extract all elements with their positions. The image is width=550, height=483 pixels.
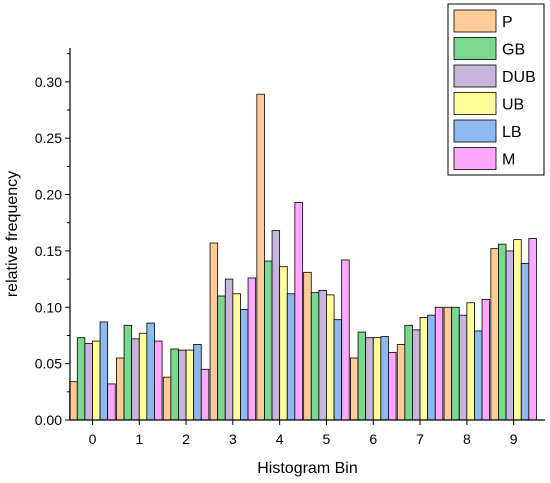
bar-dub-7 [412, 329, 421, 421]
bar-dub-4 [271, 230, 281, 421]
bar-dub-1 [131, 338, 140, 421]
y-tick-label: 0.10 [35, 299, 62, 315]
bar-m-2 [200, 368, 210, 421]
x-axis-title: Histogram Bin [257, 460, 357, 477]
bar-lb-4 [286, 293, 296, 421]
bar-gb-9 [498, 243, 507, 421]
bar-lb-7 [427, 314, 436, 421]
bar-ub-2 [185, 349, 195, 421]
bar-gb-4 [264, 260, 273, 421]
legend-label-gb: GB [502, 42, 525, 59]
bar-m-1 [154, 340, 163, 421]
bar-gb-7 [404, 324, 413, 421]
legend-swatch-p [453, 9, 497, 33]
bar-gb-8 [451, 306, 460, 421]
x-tick-label: 5 [323, 431, 331, 447]
legend-label-lb: LB [502, 124, 522, 141]
y-tick-label: 0.15 [35, 243, 62, 259]
bar-p-8 [443, 306, 453, 421]
bar-lb-9 [520, 262, 530, 421]
bar-ub-3 [232, 293, 241, 421]
bar-gb-3 [217, 295, 226, 421]
bar-p-7 [396, 344, 406, 421]
bar-m-9 [528, 238, 537, 421]
bar-dub-3 [224, 278, 234, 421]
bar-dub-0 [84, 342, 93, 421]
legend-swatch-ub [453, 92, 497, 115]
bar-p-4 [256, 93, 265, 421]
bar-dub-8 [458, 314, 468, 421]
legend-label-m: M [502, 152, 515, 169]
y-tick-label: 0.00 [35, 412, 62, 428]
legend-label-p: P [502, 14, 513, 31]
bar-m-8 [481, 298, 491, 421]
legend: P GB DUB UB LB M [447, 3, 545, 176]
bar-m-7 [434, 306, 444, 421]
bar-ub-5 [326, 294, 335, 421]
y-tick-label: 0.20 [35, 187, 62, 203]
x-ticks: 0 1 2 3 4 5 6 7 8 9 [89, 420, 518, 447]
y-tick-label: 0.30 [35, 74, 62, 90]
legend-label-ub: UB [502, 97, 524, 114]
bar-lb-3 [240, 309, 249, 421]
bar-p-1 [116, 357, 125, 421]
bar-m-6 [388, 351, 397, 421]
x-tick-label: 7 [416, 431, 424, 447]
bar-lb-6 [380, 336, 389, 421]
bar-p-5 [303, 271, 312, 421]
y-tick-label: 0.25 [35, 130, 62, 146]
y-tick-label: 0.05 [35, 356, 62, 372]
bar-dub-2 [178, 349, 187, 421]
x-tick-label: 9 [510, 431, 518, 447]
bar-ub-7 [419, 317, 429, 421]
bar-dub-6 [365, 337, 374, 421]
bar-gb-5 [310, 292, 320, 421]
legend-swatch-gb [453, 37, 497, 60]
bar-lb-8 [474, 330, 483, 421]
bar-ub-9 [513, 239, 522, 421]
x-tick-label: 4 [276, 431, 284, 447]
legend-swatch-m [453, 147, 497, 170]
y-axis-title: relative frequency [4, 171, 21, 297]
bar-ub-4 [279, 266, 288, 421]
bar-dub-9 [505, 250, 515, 421]
x-tick-label: 6 [369, 431, 377, 447]
bar-m-4 [294, 202, 303, 421]
legend-swatch-lb [453, 119, 497, 143]
legend-label-dub: DUB [502, 69, 536, 86]
bar-lb-5 [333, 319, 343, 421]
bar-p-6 [350, 357, 359, 421]
bar-ub-1 [138, 332, 148, 421]
bar-lb-0 [99, 321, 109, 421]
bar-gb-2 [170, 348, 179, 421]
bar-lb-1 [146, 322, 155, 421]
x-tick-label: 0 [89, 431, 97, 447]
bar-lb-2 [193, 344, 202, 421]
bar-m-0 [107, 383, 116, 421]
bar-m-5 [341, 259, 350, 421]
legend-swatch-dub [453, 64, 497, 88]
bars-layer [69, 93, 537, 421]
bar-p-0 [69, 381, 78, 421]
bar-ub-6 [372, 337, 382, 421]
bar-m-3 [247, 277, 257, 421]
x-tick-label: 1 [135, 431, 143, 447]
bar-p-3 [209, 242, 219, 421]
bar-gb-0 [76, 337, 86, 421]
bar-ub-8 [466, 302, 475, 421]
bar-gb-1 [123, 324, 133, 421]
bar-gb-6 [357, 331, 367, 421]
x-tick-label: 8 [463, 431, 471, 447]
legend-box [447, 3, 545, 176]
y-ticks: 0.00 0.05 0.10 0.15 0.20 0.25 0.30 [35, 53, 70, 428]
bar-ub-0 [92, 340, 101, 421]
bar-dub-5 [318, 289, 327, 421]
bar-p-9 [490, 248, 499, 421]
bar-p-2 [162, 376, 172, 421]
x-tick-label: 2 [182, 431, 190, 447]
x-tick-label: 3 [229, 431, 237, 447]
